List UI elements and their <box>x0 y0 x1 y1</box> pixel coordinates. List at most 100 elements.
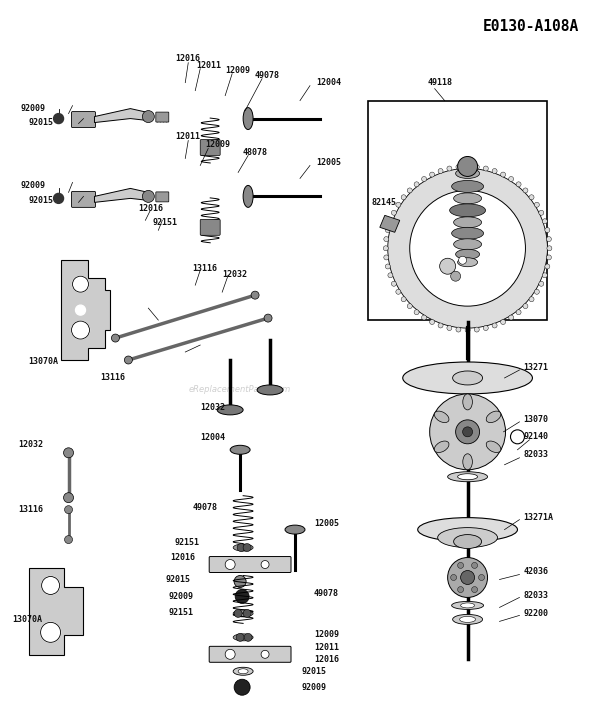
Ellipse shape <box>451 227 484 240</box>
Circle shape <box>440 258 455 274</box>
Circle shape <box>391 210 396 215</box>
Circle shape <box>500 319 506 324</box>
Circle shape <box>465 164 470 169</box>
Circle shape <box>225 649 235 660</box>
Ellipse shape <box>438 528 497 547</box>
Text: 49078: 49078 <box>192 503 217 512</box>
Circle shape <box>471 563 477 568</box>
Circle shape <box>409 190 526 306</box>
Text: 13070A: 13070A <box>12 615 42 624</box>
Circle shape <box>124 356 132 364</box>
Text: 13116: 13116 <box>192 264 217 273</box>
Ellipse shape <box>233 634 253 641</box>
Text: 92151: 92151 <box>152 218 178 227</box>
Circle shape <box>456 164 461 169</box>
Circle shape <box>447 326 452 331</box>
Circle shape <box>234 576 246 587</box>
Ellipse shape <box>448 472 487 481</box>
Circle shape <box>474 164 479 169</box>
Circle shape <box>535 290 539 294</box>
Circle shape <box>71 321 90 339</box>
Text: 12011: 12011 <box>314 643 339 652</box>
Circle shape <box>54 193 64 203</box>
Ellipse shape <box>486 441 501 452</box>
Circle shape <box>458 156 477 177</box>
Circle shape <box>430 172 435 177</box>
Text: 12016: 12016 <box>175 54 200 63</box>
Circle shape <box>73 276 88 292</box>
Circle shape <box>422 177 427 182</box>
Circle shape <box>142 190 155 203</box>
Circle shape <box>234 679 250 695</box>
Circle shape <box>243 544 251 552</box>
Text: 92015: 92015 <box>165 575 191 584</box>
Circle shape <box>474 327 479 332</box>
FancyBboxPatch shape <box>209 557 291 573</box>
Circle shape <box>243 610 251 618</box>
Circle shape <box>492 323 497 328</box>
Circle shape <box>451 272 461 281</box>
Text: 12004: 12004 <box>316 78 341 87</box>
Text: 82145: 82145 <box>372 198 397 207</box>
Text: 12004: 12004 <box>200 434 225 442</box>
Ellipse shape <box>454 534 481 549</box>
Circle shape <box>42 576 60 594</box>
Circle shape <box>535 202 539 207</box>
Text: 13271: 13271 <box>523 363 549 372</box>
Circle shape <box>64 493 74 502</box>
Ellipse shape <box>458 473 477 480</box>
Text: 13070: 13070 <box>523 416 549 424</box>
FancyBboxPatch shape <box>71 191 96 207</box>
Text: 49078: 49078 <box>314 589 339 598</box>
Text: 12009: 12009 <box>225 66 250 75</box>
Text: 12016: 12016 <box>139 204 163 213</box>
Text: 82033: 82033 <box>523 450 549 459</box>
Text: 92140: 92140 <box>523 432 549 442</box>
Circle shape <box>438 169 443 174</box>
Circle shape <box>478 575 484 581</box>
Text: 13116: 13116 <box>19 505 44 514</box>
Circle shape <box>471 586 477 592</box>
Text: 12016: 12016 <box>314 654 339 664</box>
Text: 92009: 92009 <box>302 683 327 691</box>
Text: 12032: 12032 <box>222 270 247 279</box>
Circle shape <box>539 210 544 215</box>
Circle shape <box>456 327 461 332</box>
Circle shape <box>76 305 86 315</box>
Ellipse shape <box>233 610 253 617</box>
Circle shape <box>523 188 528 193</box>
Circle shape <box>451 575 457 581</box>
Circle shape <box>455 420 480 444</box>
Text: 12032: 12032 <box>200 403 225 413</box>
Circle shape <box>422 315 427 320</box>
Circle shape <box>225 560 235 570</box>
Circle shape <box>539 281 544 286</box>
Text: 49078: 49078 <box>254 71 279 80</box>
Text: 82033: 82033 <box>523 591 549 600</box>
Text: 12011: 12011 <box>196 62 221 70</box>
Text: 92015: 92015 <box>29 118 54 127</box>
Circle shape <box>414 182 419 187</box>
Ellipse shape <box>451 602 484 610</box>
Text: 42036: 42036 <box>523 567 549 576</box>
Ellipse shape <box>486 411 501 423</box>
Circle shape <box>461 571 474 584</box>
Text: 92200: 92200 <box>523 609 549 618</box>
Ellipse shape <box>463 454 473 470</box>
Ellipse shape <box>257 385 283 395</box>
Text: 12009: 12009 <box>205 140 230 149</box>
Circle shape <box>458 586 464 592</box>
Polygon shape <box>61 260 110 360</box>
Ellipse shape <box>458 258 477 266</box>
Text: 12016: 12016 <box>171 553 195 562</box>
Ellipse shape <box>454 193 481 204</box>
Circle shape <box>401 195 406 200</box>
Circle shape <box>244 634 252 641</box>
Circle shape <box>142 111 155 122</box>
Text: 92009: 92009 <box>21 181 45 190</box>
Circle shape <box>542 273 548 278</box>
Ellipse shape <box>451 180 484 193</box>
Polygon shape <box>380 215 400 232</box>
Ellipse shape <box>217 405 243 415</box>
Text: 92151: 92151 <box>168 608 194 617</box>
